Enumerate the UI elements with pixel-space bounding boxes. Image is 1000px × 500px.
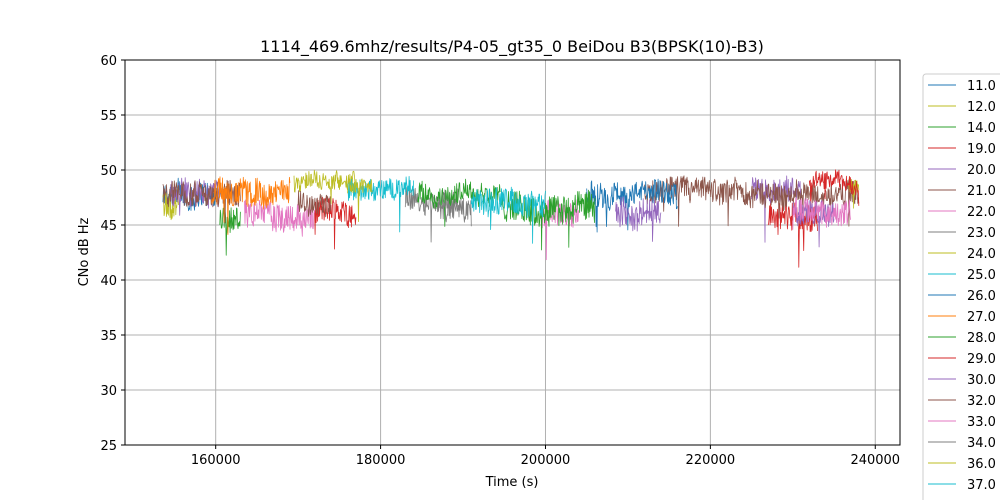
- legend-label: 30.0: [967, 373, 996, 388]
- x-axis-ticks: 160000 180000 200000 220000 240000: [191, 445, 900, 468]
- series-line: [211, 176, 291, 236]
- legend-label: 14.0: [967, 121, 996, 136]
- x-tick-label: 200000: [521, 453, 571, 468]
- legend-label: 28.0: [967, 331, 996, 346]
- series-line: [499, 189, 596, 251]
- chart-title: 1114_469.6mhz/results/P4-05_gt35_0 BeiDo…: [260, 37, 764, 57]
- legend-label: 11.0: [967, 79, 996, 94]
- legend-label: 32.0: [967, 394, 996, 409]
- legend-label: 33.0: [967, 415, 996, 430]
- y-tick-label: 45: [100, 219, 117, 234]
- series-line: [615, 196, 662, 242]
- series-line: [162, 188, 179, 221]
- legend-label: 24.0: [967, 247, 996, 262]
- x-tick-label: 220000: [686, 453, 736, 468]
- legend-label: 12.0: [967, 100, 996, 115]
- y-tick-label: 50: [100, 164, 117, 179]
- legend-label: 20.0: [967, 163, 996, 178]
- x-axis-title: Time (s): [485, 475, 539, 490]
- legend-label: 37.0: [967, 478, 996, 493]
- x-tick-label: 160000: [191, 453, 241, 468]
- legend-label: 36.0: [967, 457, 996, 472]
- y-tick-label: 40: [100, 274, 117, 289]
- series-line: [792, 197, 851, 230]
- legend-label: 34.0: [967, 436, 996, 451]
- y-tick-label: 35: [100, 329, 117, 344]
- y-tick-label: 30: [100, 384, 117, 399]
- legend-label: 21.0: [967, 184, 996, 199]
- x-tick-label: 240000: [850, 453, 900, 468]
- series-line: [244, 195, 315, 237]
- y-axis-ticks: 25 30 35 40 45 50 55 60: [100, 54, 125, 454]
- plot-series: [162, 169, 860, 268]
- series-line: [470, 186, 546, 244]
- legend-label: 22.0: [967, 205, 996, 220]
- y-tick-label: 25: [100, 439, 117, 454]
- legend-box: [922, 73, 1000, 500]
- legend: 11.0 12.0 14.0 19.0 20.0 21.0 22.0 23.0 24.0 25.0…: [922, 73, 1000, 500]
- series-line: [586, 178, 678, 233]
- series-line: [417, 178, 501, 227]
- y-axis-title: CNo dB Hz: [77, 217, 92, 286]
- series-line: [347, 178, 373, 223]
- series-line: [644, 175, 860, 227]
- legend-label: 25.0: [967, 268, 996, 283]
- series-line: [297, 190, 332, 218]
- series-line: [293, 169, 357, 205]
- series-line: [751, 175, 802, 243]
- y-tick-label: 60: [100, 54, 117, 69]
- series-line: [792, 199, 835, 248]
- series-line: [314, 196, 357, 250]
- legend-label: 23.0: [967, 226, 996, 241]
- legend-label: 19.0: [967, 142, 996, 157]
- x-tick-label: 180000: [356, 453, 406, 468]
- series-line: [808, 169, 860, 216]
- y-tick-label: 55: [100, 109, 117, 124]
- legend-label: 29.0: [967, 352, 996, 367]
- legend-label: 27.0: [967, 310, 996, 325]
- series-line: [219, 207, 241, 256]
- plot-frame: [124, 59, 901, 446]
- legend-label: 26.0: [967, 289, 996, 304]
- series-line: [437, 197, 472, 227]
